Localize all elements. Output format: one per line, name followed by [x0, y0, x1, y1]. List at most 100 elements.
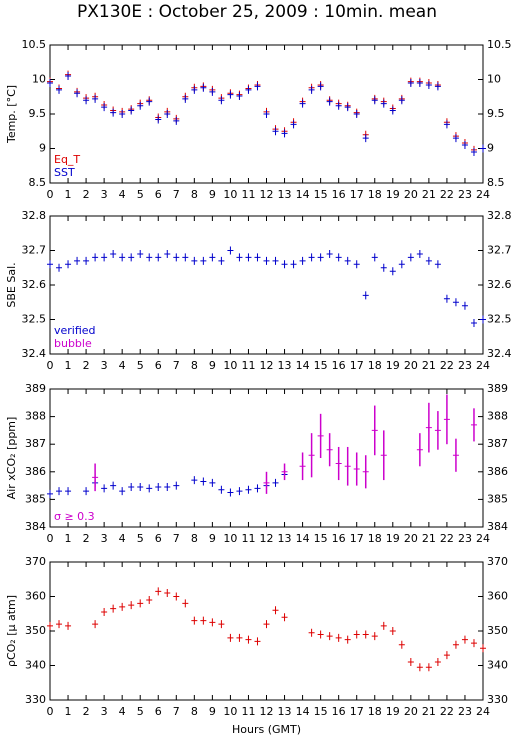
- x-tick-label: 0: [47, 188, 54, 201]
- marker: [344, 635, 351, 644]
- marker: [308, 85, 315, 94]
- x-tick-label: 20: [404, 359, 418, 372]
- x-tick-label: 4: [119, 359, 126, 372]
- marker: [65, 487, 72, 496]
- y-tick-label: 9.5: [29, 107, 47, 120]
- marker: [254, 637, 261, 646]
- marker: [236, 633, 243, 642]
- x-tick-label: 22: [440, 188, 454, 201]
- y-tick-label: 387: [25, 437, 46, 450]
- x-tick-label: 10: [223, 188, 237, 201]
- marker: [119, 602, 126, 611]
- marker: [173, 592, 180, 601]
- y-tick-label: 9: [39, 142, 46, 155]
- y-tick-label: 10.5: [22, 38, 47, 51]
- marker: [56, 85, 63, 94]
- marker: [209, 87, 216, 96]
- marker: [92, 253, 99, 262]
- marker: [380, 263, 387, 272]
- marker: [443, 120, 450, 129]
- marker: [299, 462, 306, 471]
- marker: [245, 485, 252, 494]
- x-tick-label: 2: [83, 532, 90, 545]
- x-tick-label: 21: [422, 359, 436, 372]
- x-tick-label: 6: [155, 188, 162, 201]
- y-tick-label: 385: [487, 492, 508, 505]
- marker: [74, 256, 81, 265]
- x-tick-label: 5: [137, 705, 144, 718]
- x-tick-label: 24: [476, 705, 490, 718]
- x-tick-label: 8: [191, 532, 198, 545]
- marker: [299, 256, 306, 265]
- marker: [236, 92, 243, 101]
- marker: [218, 96, 225, 105]
- x-tick-label: 24: [476, 359, 490, 372]
- marker: [470, 420, 477, 429]
- x-tick-label: 15: [314, 188, 328, 201]
- marker: [308, 451, 315, 460]
- x-tick-label: 3: [101, 705, 108, 718]
- x-tick-label: 18: [368, 532, 382, 545]
- x-tick-label: 13: [278, 188, 292, 201]
- marker: [173, 253, 180, 262]
- x-tick-label: 11: [241, 705, 255, 718]
- x-tick-label: 10: [223, 532, 237, 545]
- y-tick-label: 384: [25, 520, 46, 533]
- x-tick-label: 1: [65, 532, 72, 545]
- x-tick-label: 1: [65, 705, 72, 718]
- marker: [110, 604, 117, 613]
- marker: [236, 487, 243, 496]
- marker: [407, 78, 414, 87]
- marker: [452, 451, 459, 460]
- x-tick-label: 4: [119, 705, 126, 718]
- legend-label: bubble: [54, 337, 92, 350]
- marker: [227, 246, 234, 255]
- marker: [470, 639, 477, 648]
- y-tick-label: 360: [25, 590, 46, 603]
- y-tick-label: 32.8: [22, 209, 47, 222]
- marker: [362, 467, 369, 476]
- marker: [101, 484, 108, 493]
- x-tick-label: 3: [101, 359, 108, 372]
- legend-label: Eq_T: [54, 153, 80, 166]
- x-tick-label: 17: [350, 188, 364, 201]
- marker: [389, 267, 396, 276]
- x-tick-label: 11: [241, 188, 255, 201]
- marker: [245, 253, 252, 262]
- marker: [380, 451, 387, 460]
- y-tick-label: 340: [25, 659, 46, 672]
- x-tick-label: 0: [47, 532, 54, 545]
- x-tick-label: 12: [260, 532, 274, 545]
- y-tick-label: 32.5: [487, 313, 512, 326]
- x-tick-label: 7: [173, 188, 180, 201]
- marker: [272, 606, 279, 615]
- x-tick-label: 8: [191, 359, 198, 372]
- marker: [164, 110, 171, 118]
- marker: [209, 253, 216, 262]
- y-tick-label: 350: [487, 624, 508, 637]
- marker: [65, 260, 72, 269]
- marker: [200, 477, 207, 486]
- y-tick-label: 32.5: [22, 313, 47, 326]
- y-tick-label: 389: [25, 382, 46, 395]
- x-tick-label: 6: [155, 705, 162, 718]
- marker: [182, 253, 189, 262]
- y-tick-label: 388: [25, 410, 46, 423]
- marker: [362, 134, 369, 143]
- x-tick-label: 9: [209, 188, 216, 201]
- marker: [317, 82, 324, 91]
- marker: [389, 627, 396, 635]
- marker: [425, 81, 432, 90]
- marker: [74, 89, 81, 98]
- marker: [434, 260, 441, 269]
- marker: [263, 478, 270, 487]
- x-tick-label: 14: [296, 705, 310, 718]
- x-tick-label: 22: [440, 359, 454, 372]
- marker: [164, 482, 171, 491]
- y-tick-label: 32.7: [487, 244, 512, 257]
- y-axis-label: Air xCO₂ [ppm]: [5, 417, 18, 500]
- x-tick-label: 12: [260, 359, 274, 372]
- marker: [146, 484, 153, 493]
- y-tick-label: 387: [487, 437, 508, 450]
- marker: [173, 116, 180, 125]
